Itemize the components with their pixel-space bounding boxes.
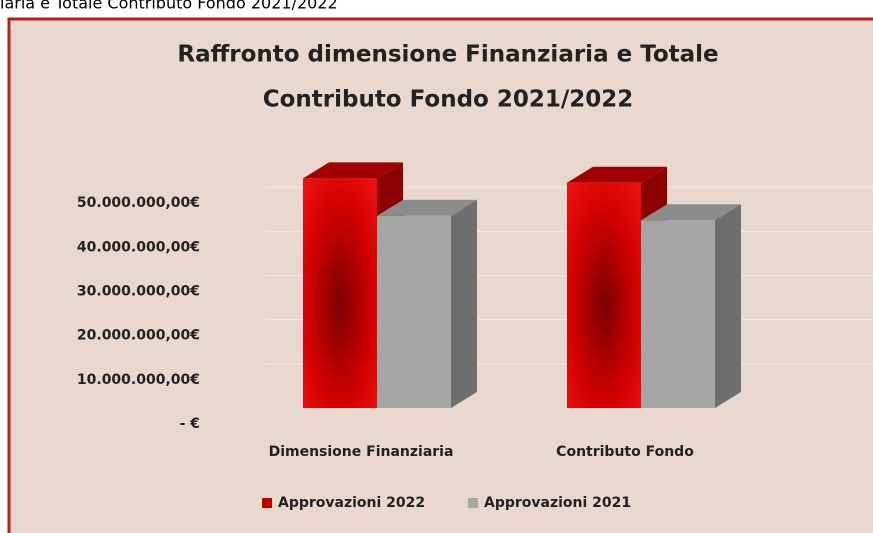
y-tick-label: 20.000.000,00€	[77, 328, 200, 344]
chart-title: Contributo Fondo 2021/2022	[263, 87, 634, 113]
y-tick-label: - €	[180, 416, 200, 432]
bar	[377, 215, 451, 408]
legend-label: Approvazioni 2022	[278, 495, 425, 511]
y-tick-label: 10.000.000,00€	[77, 372, 200, 388]
y-tick-label: 30.000.000,00€	[77, 284, 200, 300]
bar-top	[303, 162, 403, 179]
bar	[303, 178, 377, 408]
bar	[641, 220, 715, 408]
chart-title: Raffronto dimensione Finanziaria e Total…	[177, 42, 718, 68]
bar	[567, 182, 641, 408]
bar-side	[451, 199, 477, 408]
legend-swatch	[468, 498, 478, 508]
y-tick-label: 40.000.000,00€	[77, 239, 200, 255]
bar-side	[715, 204, 741, 408]
legend-label: Approvazioni 2021	[484, 495, 631, 511]
page-caption: iaria e Totale Contributo Fondo 2021/202…	[0, 0, 338, 13]
bar-top	[567, 166, 667, 183]
bar-top	[377, 199, 477, 216]
x-tick-label: Contributo Fondo	[556, 444, 694, 460]
x-tick-label: Dimensione Finanziaria	[269, 444, 454, 460]
bar-top	[641, 204, 741, 221]
legend-swatch	[262, 498, 272, 508]
y-tick-label: 50.000.000,00€	[77, 195, 200, 211]
